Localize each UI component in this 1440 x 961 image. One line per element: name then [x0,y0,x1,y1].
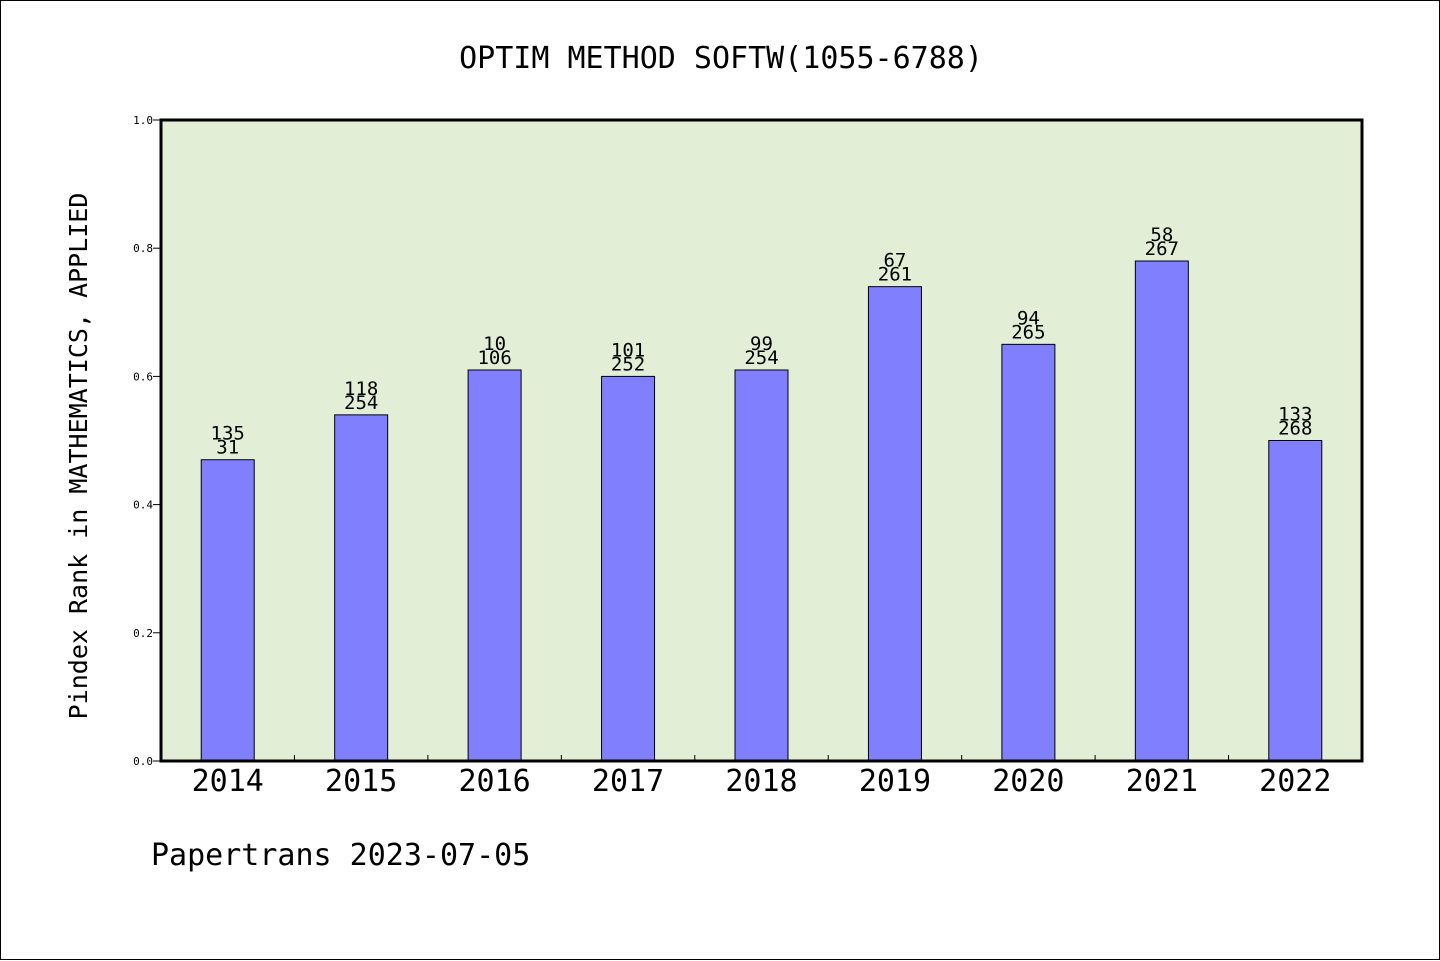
x-tick-label-2018: 2018 [725,764,797,799]
bar-label-bottom-2016: 106 [477,347,511,369]
bar-label-bottom-2019: 261 [878,264,912,286]
bar-label-bottom-2021: 267 [1145,238,1179,260]
x-tick-label-2020: 2020 [992,764,1064,799]
bar-label-bottom-2020: 265 [1011,321,1045,343]
bar-2017 [601,375,656,762]
bar-2022 [1268,440,1323,762]
y-tick-label-0.8: 0.8 [133,242,153,255]
bar-label-bottom-2022: 268 [1278,418,1312,440]
y-tick-label-0.4: 0.4 [133,499,153,512]
bar-label-top-2020: 94 [1017,307,1040,329]
y-axis: 0.0 0.2 0.4 0.6 0.8 1.0 [133,114,161,768]
x-tick-label-2017: 2017 [592,764,664,799]
bar-label-top-2015: 118 [344,378,378,400]
bar-2021 [1134,260,1189,762]
bar-2015 [334,414,389,762]
y-tick-label-0.0: 0.0 [133,755,153,768]
y-axis-label: Pindex Rank in MATHEMATICS, APPLIED [64,193,93,720]
bar-label-top-2022: 133 [1278,404,1312,426]
y-tick-label-1.0: 1.0 [133,114,153,127]
y-tick-label-0.2: 0.2 [133,627,153,640]
x-tick-label-2016: 2016 [458,764,530,799]
x-tick-label-2015: 2015 [325,764,397,799]
bar-label-top-2021: 58 [1150,224,1173,246]
footer-text: Papertrans 2023-07-05 [151,838,530,873]
x-tick-label-2014: 2014 [192,764,264,799]
bar-label-bottom-2018: 254 [744,347,778,369]
bar-label-top-2016: 10 [483,333,506,355]
bar-label-bottom-2014: 31 [216,437,239,459]
bars-layer [200,260,1323,762]
y-tick-label-0.6: 0.6 [133,370,153,383]
bar-label-top-2018: 99 [750,333,773,355]
x-tick-label-2022: 2022 [1259,764,1331,799]
x-tick-label-2021: 2021 [1126,764,1198,799]
bar-2018 [734,369,789,762]
x-axis: 2014 2015 2016 2017 2018 2019 2020 2021 2022 [192,755,1331,799]
x-tick-label-2019: 2019 [859,764,931,799]
bar-label-bottom-2015: 254 [344,392,378,414]
bar-label-bottom-2017: 252 [611,353,645,375]
bar-label-top-2014: 135 [211,423,245,445]
bar-2019 [867,286,922,762]
bar-2020 [1001,343,1056,762]
bar-2016 [467,369,522,762]
bar-label-top-2017: 101 [611,339,645,361]
plot-border [159,118,1364,763]
bar-2014 [200,459,255,762]
bar-label-top-2019: 67 [883,250,906,272]
chart-title: OPTIM METHOD SOFTW(1055-6788) [459,41,983,76]
